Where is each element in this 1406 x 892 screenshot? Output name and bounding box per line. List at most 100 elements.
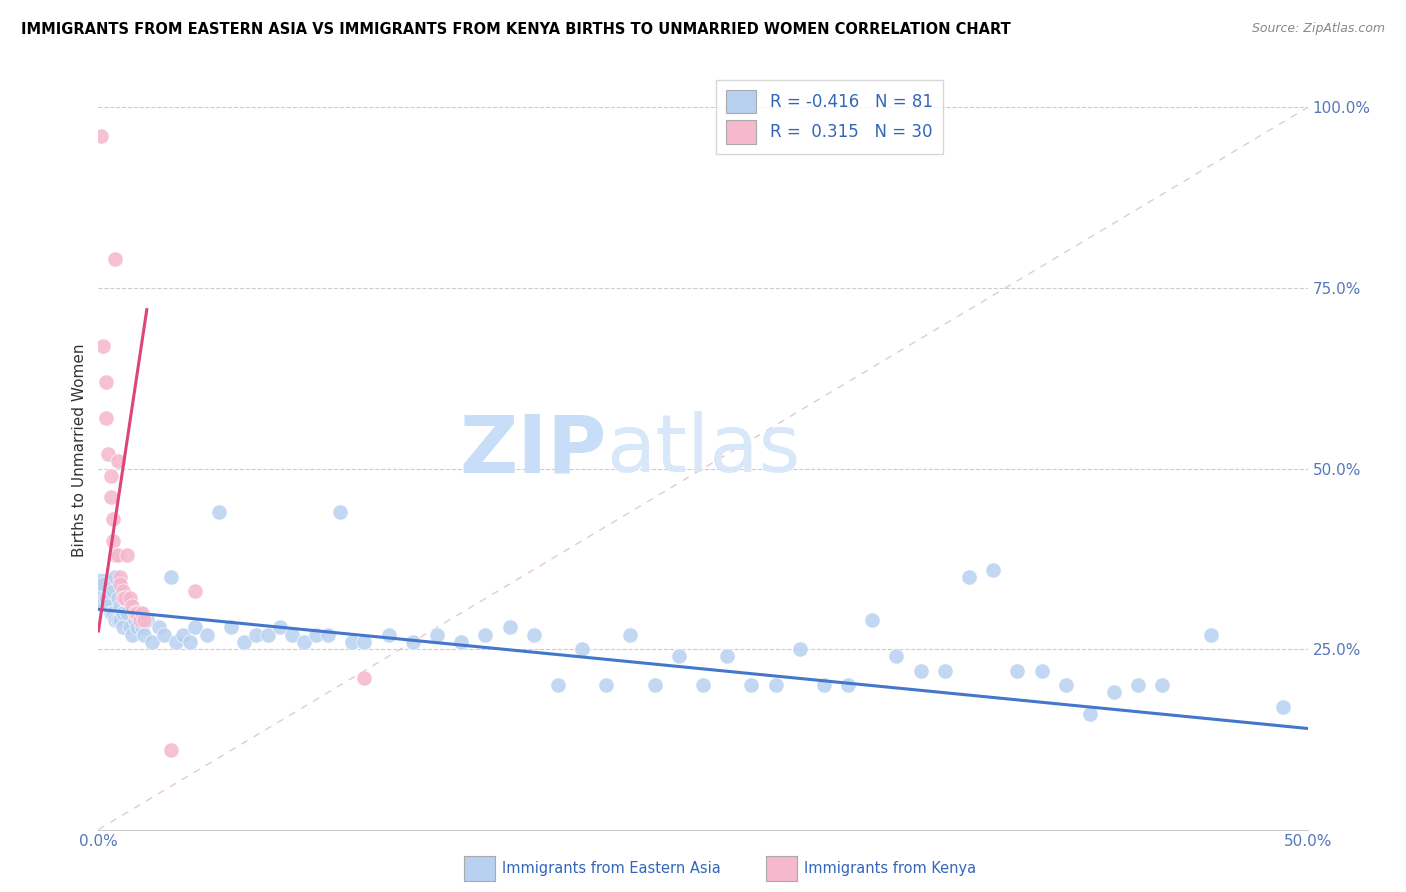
Point — [100, 606, 122, 620]
Text: Immigrants from Eastern Asia: Immigrants from Eastern Asia — [502, 862, 721, 876]
Point — [91, 577, 114, 591]
Point — [121, 627, 143, 641]
Point — [117, 548, 139, 562]
Point — [101, 606, 124, 620]
Text: atlas: atlas — [606, 411, 800, 490]
Point — [668, 649, 690, 664]
Point — [716, 649, 738, 664]
Point — [104, 570, 127, 584]
Point — [108, 599, 131, 613]
Point — [1199, 627, 1222, 641]
Point — [101, 584, 124, 599]
Point — [91, 339, 114, 353]
Point — [100, 468, 122, 483]
Point — [1031, 664, 1053, 678]
Point — [160, 743, 183, 757]
Point — [269, 620, 291, 634]
Point — [111, 591, 134, 606]
Point — [353, 671, 375, 685]
Point — [108, 570, 131, 584]
Point — [107, 454, 129, 468]
Point — [107, 548, 129, 562]
Point — [402, 635, 425, 649]
Text: IMMIGRANTS FROM EASTERN ASIA VS IMMIGRANTS FROM KENYA BIRTHS TO UNMARRIED WOMEN : IMMIGRANTS FROM EASTERN ASIA VS IMMIGRAN… — [21, 22, 1011, 37]
Point — [474, 627, 496, 641]
Point — [94, 591, 117, 606]
Point — [523, 627, 546, 641]
Point — [134, 627, 156, 641]
Point — [619, 627, 641, 641]
Point — [353, 635, 375, 649]
Point — [107, 613, 129, 627]
Point — [134, 613, 156, 627]
Text: ZIP: ZIP — [458, 411, 606, 490]
Point — [111, 606, 134, 620]
Point — [547, 678, 569, 692]
Point — [128, 613, 150, 627]
Point — [108, 577, 131, 591]
Point — [450, 635, 472, 649]
Point — [329, 505, 352, 519]
Point — [104, 252, 127, 266]
Point — [342, 635, 364, 649]
Point — [104, 548, 127, 562]
Point — [837, 678, 859, 692]
Point — [127, 620, 149, 634]
Point — [152, 627, 174, 641]
Point — [1128, 678, 1150, 692]
Point — [595, 678, 617, 692]
Point — [957, 570, 980, 584]
Point — [121, 599, 143, 613]
Point — [692, 678, 714, 692]
Point — [426, 627, 449, 641]
Point — [94, 375, 117, 389]
Point — [165, 635, 187, 649]
Text: Source: ZipAtlas.com: Source: ZipAtlas.com — [1251, 22, 1385, 36]
Point — [1054, 678, 1077, 692]
Point — [184, 584, 207, 599]
Point — [195, 627, 218, 641]
Point — [90, 129, 112, 144]
Point — [111, 584, 134, 599]
Point — [1102, 685, 1125, 699]
Point — [1078, 706, 1101, 721]
Point — [104, 613, 127, 627]
Point — [108, 613, 131, 627]
Point — [114, 591, 136, 606]
Point — [221, 620, 243, 634]
Point — [100, 491, 122, 505]
Point — [101, 512, 124, 526]
Point — [377, 627, 399, 641]
Point — [813, 678, 835, 692]
Point — [316, 627, 339, 641]
Point — [232, 635, 254, 649]
Point — [981, 563, 1004, 577]
Point — [498, 620, 520, 634]
Point — [1272, 699, 1295, 714]
Point — [94, 411, 117, 425]
Point — [160, 570, 183, 584]
Point — [305, 627, 328, 641]
Point — [740, 678, 762, 692]
Point — [148, 620, 170, 634]
Point — [97, 447, 120, 461]
Point — [124, 606, 146, 620]
Point — [245, 627, 267, 641]
Point — [644, 678, 666, 692]
Point — [128, 606, 150, 620]
Point — [131, 606, 153, 620]
Point — [208, 505, 231, 519]
Point — [1152, 678, 1174, 692]
Point — [141, 635, 163, 649]
Point — [127, 606, 149, 620]
Point — [292, 635, 315, 649]
Point — [124, 606, 146, 620]
Text: Immigrants from Kenya: Immigrants from Kenya — [804, 862, 976, 876]
Point — [101, 533, 124, 548]
Point — [107, 591, 129, 606]
Point — [97, 599, 120, 613]
Point — [179, 635, 201, 649]
Point — [90, 584, 112, 599]
Point — [281, 627, 304, 641]
Point — [910, 664, 932, 678]
